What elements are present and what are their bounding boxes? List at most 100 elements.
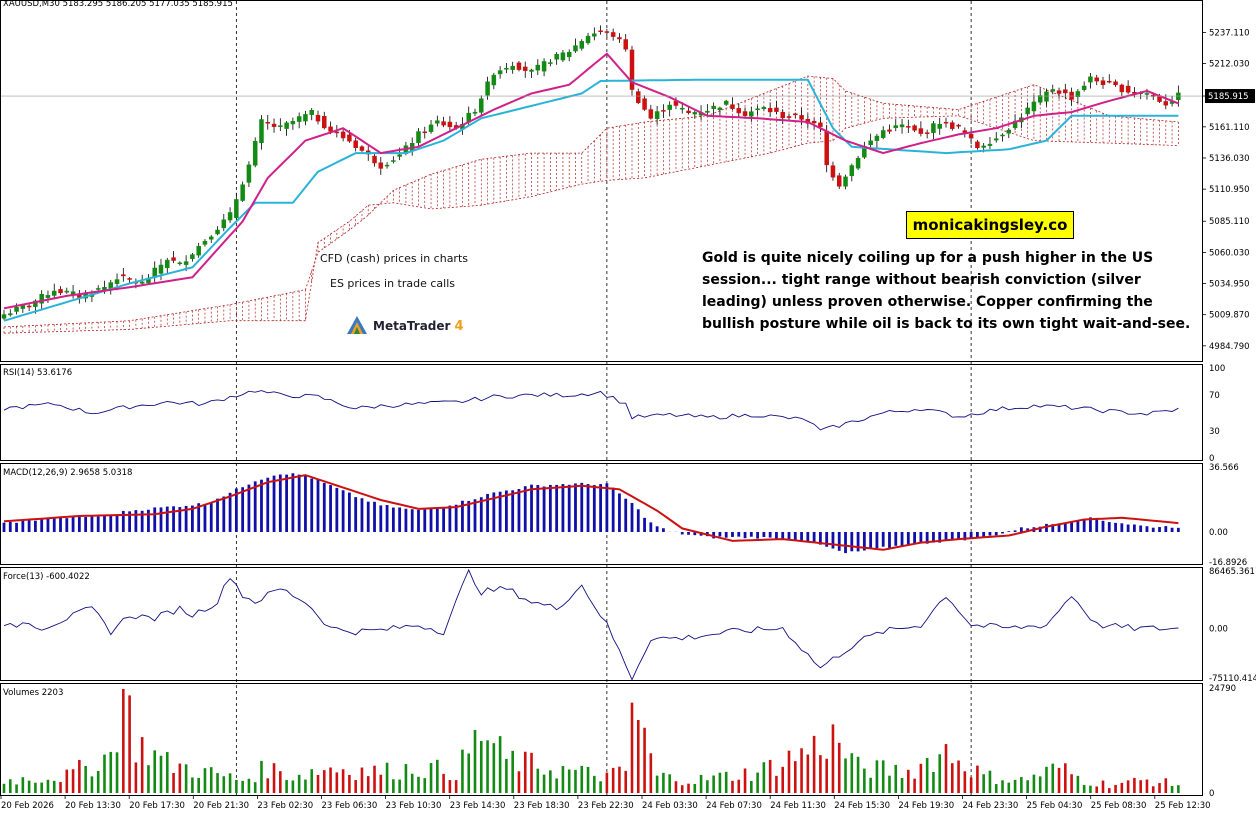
volume-tick-label: 0 bbox=[1209, 789, 1214, 799]
candle-body bbox=[397, 154, 402, 157]
time-tick-label: 24 Feb 11:30 bbox=[770, 801, 826, 811]
candle-body bbox=[893, 125, 899, 128]
force-tick-label: 0.00 bbox=[1209, 624, 1228, 634]
candle-body bbox=[686, 110, 691, 113]
candle-body bbox=[378, 162, 384, 169]
candle-body bbox=[215, 229, 220, 235]
candle-body bbox=[1100, 80, 1106, 85]
current-price-box bbox=[1205, 89, 1255, 104]
candle-body bbox=[918, 128, 924, 134]
candle-body bbox=[956, 124, 961, 127]
candle-body bbox=[1044, 91, 1049, 102]
candle-body bbox=[516, 62, 522, 70]
candle-body bbox=[472, 111, 478, 114]
candle-body bbox=[566, 52, 572, 58]
candle-body bbox=[899, 124, 905, 128]
candle-body bbox=[497, 70, 503, 75]
candle-body bbox=[504, 68, 509, 70]
candle-body bbox=[353, 140, 358, 148]
candle-body bbox=[887, 129, 892, 132]
candle-body bbox=[880, 130, 886, 138]
ichimoku-lines bbox=[1, 52, 1202, 322]
price-tick-label: 5110.950 bbox=[1209, 185, 1250, 195]
candle-body bbox=[573, 45, 578, 52]
macd-tick-label: 0.00 bbox=[1209, 528, 1228, 538]
candle-body bbox=[95, 288, 101, 290]
candle-body bbox=[14, 306, 19, 312]
candle-body bbox=[598, 30, 603, 33]
candle-body bbox=[491, 74, 497, 86]
candle-body bbox=[64, 290, 70, 293]
candle-body bbox=[340, 131, 346, 139]
candle-body bbox=[868, 140, 873, 145]
candle-body bbox=[799, 115, 804, 120]
candle-body bbox=[843, 176, 848, 187]
time-tick-label: 20 Feb 17:30 bbox=[129, 801, 185, 811]
candle-body bbox=[328, 126, 333, 132]
candle-body bbox=[309, 110, 314, 116]
candle-body bbox=[981, 145, 986, 148]
metatrader-icon bbox=[347, 316, 367, 334]
candle-body bbox=[529, 69, 534, 72]
candlesticks bbox=[1, 25, 1181, 321]
candle-body bbox=[271, 123, 277, 127]
candle-body bbox=[648, 109, 654, 119]
candle-body bbox=[441, 121, 446, 126]
price-tick-label: 5085.110 bbox=[1209, 217, 1250, 227]
candle-body bbox=[849, 165, 855, 177]
candle-body bbox=[1025, 107, 1030, 115]
candle-body bbox=[767, 108, 773, 113]
candle-body bbox=[786, 116, 792, 118]
candle-body bbox=[391, 160, 396, 162]
time-tick-label: 24 Feb 23:30 bbox=[963, 801, 1019, 811]
candle-body bbox=[705, 110, 710, 113]
candle-body bbox=[284, 122, 289, 129]
candle-body bbox=[45, 295, 51, 298]
candle-body bbox=[485, 81, 490, 96]
time-tick-label: 23 Feb 22:30 bbox=[578, 801, 634, 811]
candle-body bbox=[1031, 101, 1037, 112]
candle-body bbox=[723, 100, 729, 105]
candle-body bbox=[121, 274, 126, 277]
candle-body bbox=[1063, 89, 1068, 94]
price-tick-label: 5161.110 bbox=[1209, 123, 1250, 133]
macd-label: MACD(12,26,9) 2.9658 5.0318 bbox=[3, 468, 132, 478]
price-tick-label: 5060.030 bbox=[1209, 248, 1250, 258]
cfd-note: CFD (cash) prices in charts bbox=[320, 252, 469, 265]
candle-body bbox=[435, 120, 440, 124]
candle-body bbox=[139, 281, 145, 284]
candle-body bbox=[422, 131, 428, 134]
candle-body bbox=[1081, 85, 1087, 90]
candle-body bbox=[190, 254, 195, 259]
candle-body bbox=[1006, 129, 1012, 134]
macd-tick-label: -16.8926 bbox=[1209, 558, 1247, 568]
candle-body bbox=[1037, 95, 1043, 103]
current-price-label: 5185.915 bbox=[1208, 92, 1249, 102]
es-note: ES prices in trade calls bbox=[330, 277, 456, 290]
candle-body bbox=[661, 110, 666, 112]
candle-body bbox=[836, 175, 842, 187]
force-label: Force(13) -600.4022 bbox=[3, 572, 90, 582]
price-tick-label: 5237.110 bbox=[1209, 28, 1250, 38]
rsi-label: RSI(14) 53.6176 bbox=[3, 368, 72, 378]
candle-body bbox=[950, 122, 955, 129]
kijun-line bbox=[3, 78, 1179, 322]
candle-body bbox=[654, 111, 660, 119]
force-tick-label: 86465.3611 bbox=[1209, 567, 1256, 577]
candle-body bbox=[912, 125, 917, 131]
time-tick-label: 23 Feb 18:30 bbox=[514, 801, 570, 811]
candle-body bbox=[1050, 89, 1056, 92]
candle-body bbox=[208, 236, 214, 240]
candle-body bbox=[359, 146, 365, 151]
time-tick-label: 20 Feb 2026 bbox=[1, 801, 54, 811]
candle-body bbox=[761, 107, 767, 109]
candle-body bbox=[541, 61, 547, 72]
candle-body bbox=[447, 121, 453, 128]
price-tick-label: 4984.790 bbox=[1209, 342, 1250, 352]
commentary-text: Gold is quite nicely coiling up for a pu… bbox=[702, 250, 1191, 332]
time-tick-label: 23 Feb 06:30 bbox=[322, 801, 378, 811]
candle-body bbox=[874, 135, 880, 141]
time-tick-label: 25 Feb 04:30 bbox=[1027, 801, 1083, 811]
candle-body bbox=[755, 108, 760, 111]
candle-body bbox=[1, 314, 7, 319]
